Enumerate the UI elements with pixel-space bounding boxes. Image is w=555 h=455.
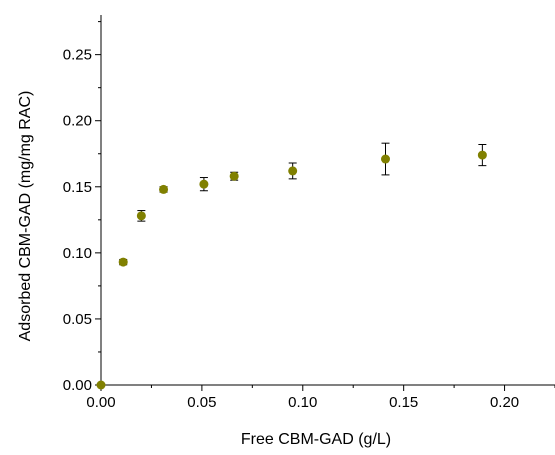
data-point xyxy=(96,380,106,390)
x-tick-label: 0.10 xyxy=(288,394,317,411)
x-tick-label: 0.15 xyxy=(389,394,418,411)
y-tick-label: 0.20 xyxy=(63,113,92,130)
x-tick-label: 0.05 xyxy=(187,394,216,411)
data-point xyxy=(199,179,209,189)
data-points xyxy=(96,150,487,390)
data-point xyxy=(118,257,128,267)
y-axis-label: Adsorbed CBM-GAD (mg/mg RAC) xyxy=(17,91,34,342)
data-point xyxy=(136,211,146,221)
data-point xyxy=(159,184,169,194)
data-point xyxy=(229,171,239,181)
y-tick-label: 0.15 xyxy=(63,179,92,196)
x-tick-label: 0.20 xyxy=(490,394,519,411)
data-point xyxy=(381,154,391,164)
x-tick-label: 0.00 xyxy=(86,394,115,411)
y-tick-label: 0.05 xyxy=(63,311,92,328)
axes xyxy=(100,15,555,386)
y-tick-label: 0.10 xyxy=(63,245,92,262)
data-point xyxy=(477,150,487,160)
x-axis-label: Free CBM-GAD (g/L) xyxy=(241,431,391,448)
data-point xyxy=(288,166,298,176)
y-axis-ticks: 0.00 0.05 0.10 0.15 0.20 0.25 xyxy=(63,21,101,394)
error-bars xyxy=(119,142,487,266)
x-axis-ticks: 0.00 0.05 0.10 0.15 0.20 xyxy=(86,385,555,411)
y-tick-label: 0.25 xyxy=(63,47,92,64)
y-tick-label: 0.00 xyxy=(63,377,92,394)
